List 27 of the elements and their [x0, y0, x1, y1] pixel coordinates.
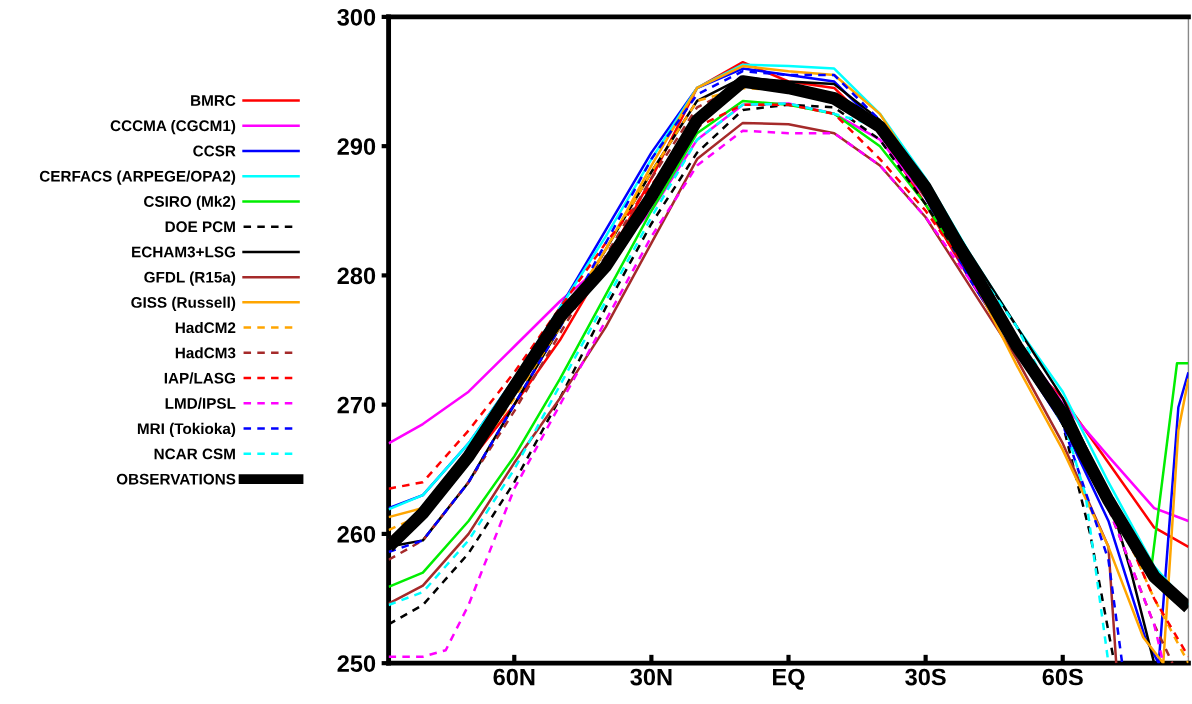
y-tick-label: 300	[337, 8, 376, 26]
legend-label: OBSERVATIONS	[116, 473, 236, 485]
legend-label: CSIRO (Mk2)	[144, 195, 236, 210]
y-tick-label: 270	[337, 396, 376, 414]
y-tick-label: 260	[337, 525, 376, 543]
x-tick-label: EQ	[773, 668, 805, 690]
y-tick-label: 250	[337, 655, 376, 672]
legend-label: HadCM3	[175, 347, 236, 359]
legend-label: LMD/IPSL	[165, 397, 236, 409]
x-tick-label: 30S	[905, 668, 946, 686]
legend-label: CERFACS (ARPEGE/OPA2)	[39, 170, 236, 185]
y-tick-label: 290	[337, 138, 376, 155]
legend-label: CCSR	[193, 145, 236, 157]
legend-label: NCAR CSM	[154, 448, 235, 460]
x-tick-label: 60S	[1042, 668, 1083, 686]
legend-label: GISS (Russell)	[131, 296, 236, 311]
legend-label: IAP/LASG	[164, 372, 235, 384]
legend-label: GFDL (R15a)	[144, 271, 236, 286]
legend-label: MRI (Tokioka)	[137, 422, 236, 438]
legend-label: CCCMA (CGCM1)	[110, 119, 236, 135]
legend-label: DOE PCM	[165, 221, 235, 233]
y-tick-label: 280	[337, 267, 376, 285]
legend-label: BMRC	[191, 95, 236, 106]
legend-label: ECHAM3+LSG	[132, 246, 235, 258]
legend-label: HadCM2	[175, 321, 236, 334]
x-tick-label: 60N	[493, 668, 535, 686]
x-tick-label: 30N	[630, 668, 672, 686]
